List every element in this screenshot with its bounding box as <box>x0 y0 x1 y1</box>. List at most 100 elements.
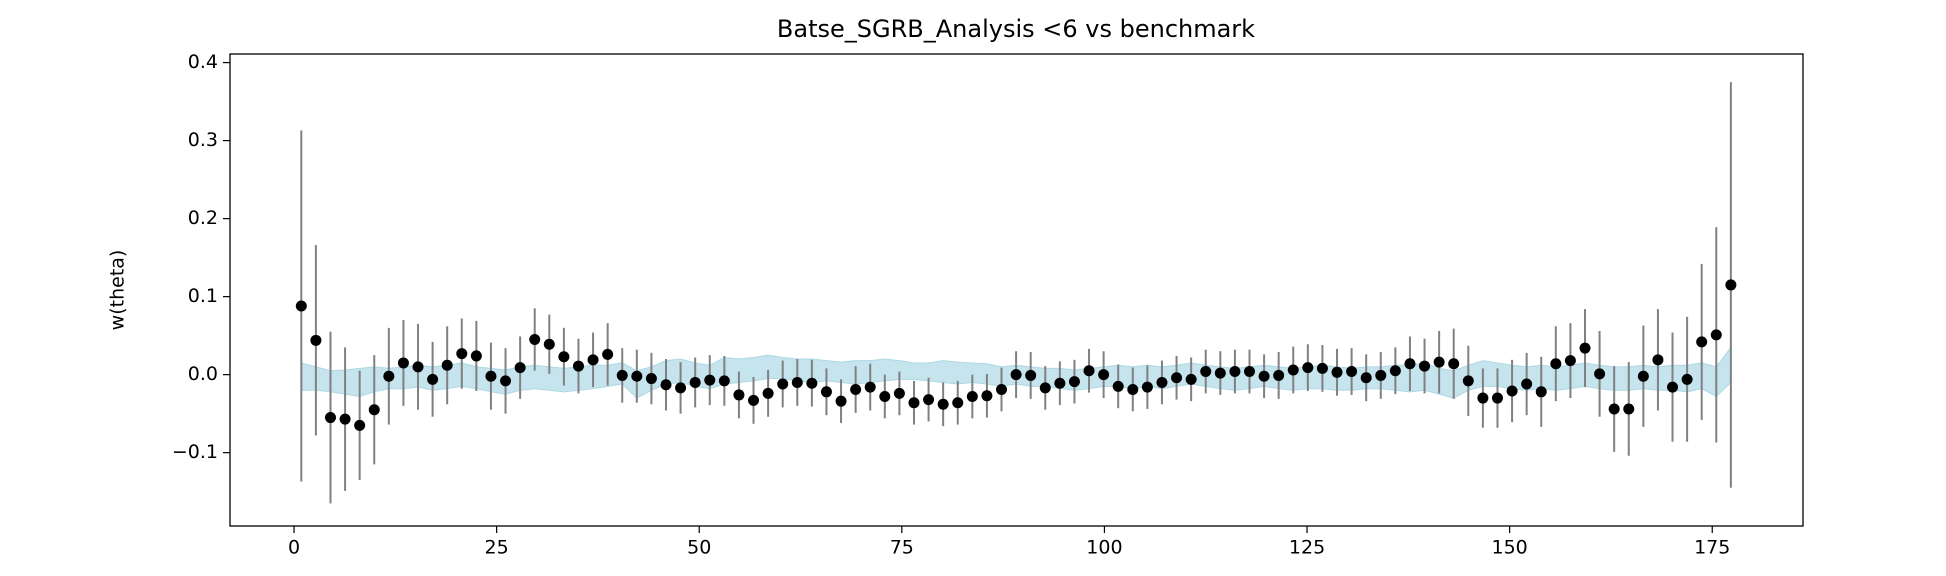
data-point <box>1302 362 1314 374</box>
data-point <box>602 348 614 360</box>
data-point <box>762 387 774 399</box>
data-point <box>1433 356 1445 368</box>
data-point <box>529 334 541 346</box>
data-point <box>791 376 803 388</box>
data-point <box>1229 366 1241 378</box>
data-point <box>1287 364 1299 376</box>
data-point <box>981 390 993 402</box>
data-point <box>733 389 745 401</box>
y-tick-label: 0.0 <box>188 363 218 385</box>
data-point <box>485 370 497 382</box>
data-point <box>1419 360 1431 372</box>
data-point <box>412 361 424 373</box>
data-point <box>1696 336 1708 348</box>
data-point <box>879 390 891 402</box>
data-point <box>1171 372 1183 384</box>
data-point <box>1200 366 1212 378</box>
data-point <box>1141 381 1153 393</box>
data-point <box>354 419 366 431</box>
data-point <box>1477 392 1489 404</box>
data-point <box>923 394 935 406</box>
data-point <box>383 370 395 382</box>
chart-title: Batse_SGRB_Analysis <6 vs benchmark <box>777 15 1255 43</box>
data-point <box>806 377 818 389</box>
data-point <box>850 383 862 395</box>
data-point <box>660 379 672 391</box>
data-point <box>1594 368 1606 380</box>
data-point <box>704 374 716 386</box>
y-tick-label: −0.1 <box>172 441 218 463</box>
data-point <box>441 359 453 371</box>
data-point <box>514 362 526 374</box>
data-point <box>1185 373 1197 385</box>
x-tick-label: 25 <box>485 537 509 559</box>
data-point <box>368 404 380 416</box>
data-point <box>864 381 876 393</box>
data-point <box>996 383 1008 395</box>
data-point <box>1214 367 1226 379</box>
data-point <box>1652 354 1664 366</box>
y-axis-label: w(theta) <box>107 250 129 331</box>
data-point <box>1156 376 1168 388</box>
data-point <box>1579 342 1591 354</box>
data-point <box>1375 369 1387 381</box>
data-point <box>893 387 905 399</box>
data-point <box>1404 358 1416 370</box>
data-point <box>1273 369 1285 381</box>
data-point <box>1608 403 1620 415</box>
data-point <box>1725 279 1737 291</box>
data-point <box>543 338 555 350</box>
data-point <box>1360 372 1372 384</box>
data-point <box>835 395 847 407</box>
x-tick-label: 150 <box>1491 537 1527 559</box>
data-point <box>1637 370 1649 382</box>
data-point <box>1331 366 1343 378</box>
data-point <box>1098 369 1110 381</box>
data-point <box>470 350 482 362</box>
data-point <box>1039 382 1051 394</box>
data-point <box>572 360 584 372</box>
data-point <box>718 375 730 387</box>
data-point <box>1258 370 1270 382</box>
y-tick-label: 0.3 <box>188 129 218 151</box>
data-point <box>587 354 599 366</box>
data-point <box>558 351 570 363</box>
data-point <box>777 378 789 390</box>
x-tick-label: 175 <box>1694 537 1730 559</box>
data-point <box>1506 385 1518 397</box>
plot-frame <box>229 53 1804 527</box>
data-point <box>1667 381 1679 393</box>
y-tick-label: 0.2 <box>188 207 218 229</box>
y-tick-label: 0.1 <box>188 285 218 307</box>
y-tick-label: 0.4 <box>188 51 218 73</box>
data-point <box>1623 403 1635 415</box>
data-point <box>1710 329 1722 341</box>
data-point <box>1316 362 1328 374</box>
data-point <box>631 370 643 382</box>
x-tick-label: 0 <box>288 537 300 559</box>
data-point <box>310 334 322 346</box>
data-point <box>616 369 628 381</box>
data-point <box>1564 355 1576 367</box>
data-point <box>1243 366 1255 378</box>
data-point <box>675 382 687 394</box>
x-tick-label: 75 <box>890 537 914 559</box>
x-tick-label: 125 <box>1289 537 1325 559</box>
data-point <box>456 348 468 360</box>
data-point <box>1025 369 1037 381</box>
data-point <box>1389 365 1401 377</box>
data-point <box>952 397 964 409</box>
x-tick-label: 100 <box>1086 537 1122 559</box>
data-point <box>1462 375 1474 387</box>
data-point <box>427 373 439 385</box>
data-point <box>937 398 949 410</box>
data-point <box>966 390 978 402</box>
data-point <box>339 413 351 425</box>
data-point <box>1112 380 1124 392</box>
data-point <box>1550 358 1562 370</box>
data-point <box>1535 386 1547 398</box>
data-point <box>1346 366 1358 378</box>
data-point <box>645 373 657 385</box>
data-point <box>397 357 409 369</box>
